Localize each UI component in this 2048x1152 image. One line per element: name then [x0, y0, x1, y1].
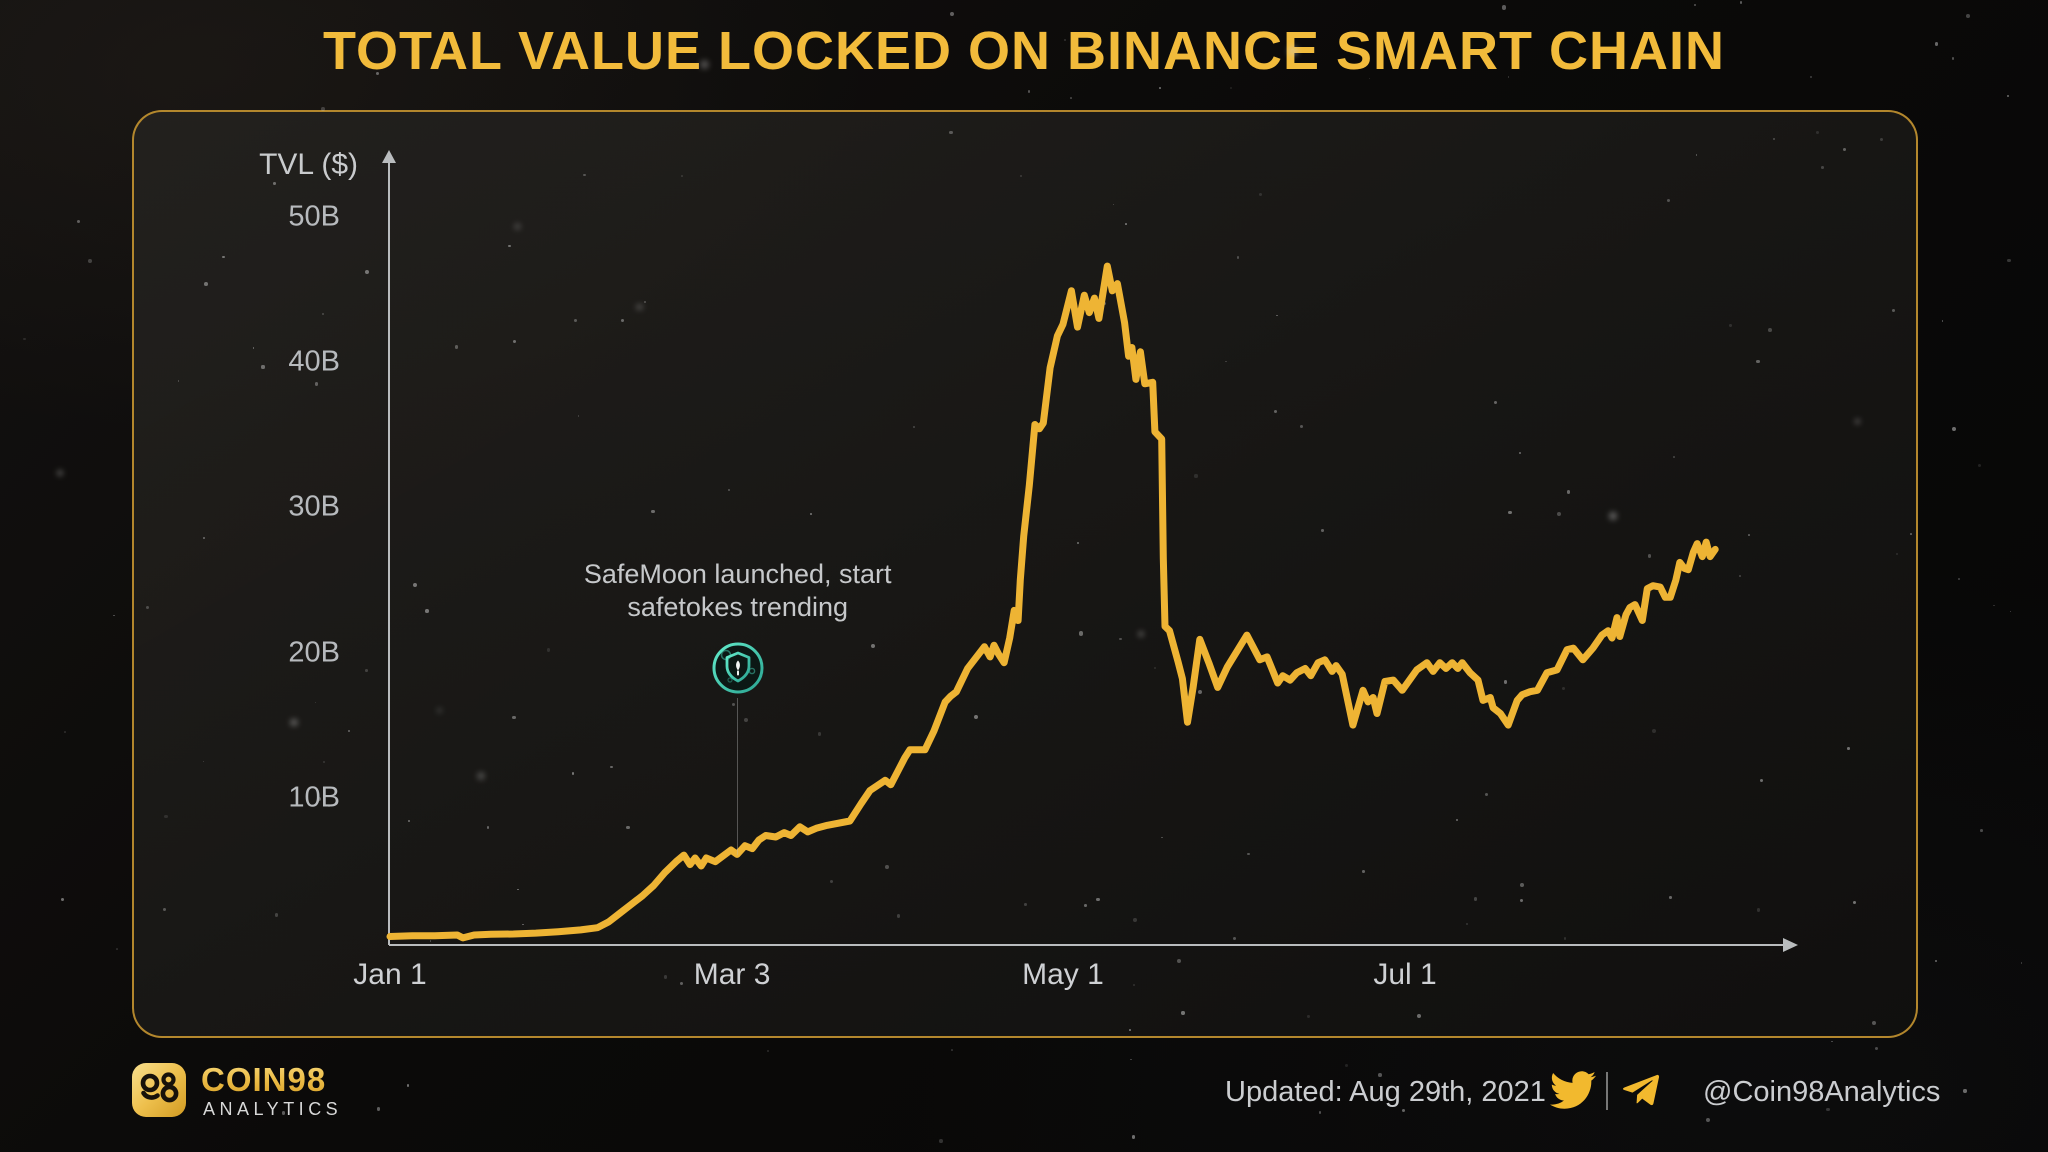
star-speck	[949, 12, 954, 17]
x-axis-arrow-icon	[1783, 938, 1798, 952]
social-divider	[1606, 1072, 1608, 1110]
star-speck	[63, 731, 66, 733]
star-speck	[1980, 829, 1984, 833]
safemoon-annotation: SafeMoon launched, start safetokes trend…	[538, 558, 938, 624]
y-tick-40B: 40B	[288, 345, 340, 378]
star-speck	[1159, 87, 1161, 90]
star-speck	[2007, 258, 2012, 263]
star-speck	[1344, 1064, 1348, 1068]
star-speck	[2020, 962, 2023, 965]
star-speck	[1070, 96, 1073, 99]
star-speck	[1318, 1111, 1321, 1114]
star-speck	[116, 948, 119, 951]
y-axis-line	[388, 162, 390, 945]
x-tick-Jan-1: Jan 1	[353, 958, 427, 991]
updated-timestamp: Updated: Aug 29th, 2021	[1225, 1076, 1546, 1108]
brand-name: COIN98	[201, 1061, 327, 1098]
star-speck	[1993, 604, 1995, 607]
star-speck	[1705, 1118, 1710, 1123]
star-speck	[76, 219, 80, 223]
star-speck	[1941, 320, 1944, 322]
y-tick-20B: 20B	[288, 636, 340, 668]
twitter-icon[interactable]	[1548, 1067, 1598, 1113]
social-handle[interactable]: @Coin98Analytics	[1703, 1076, 1941, 1108]
star-speck	[57, 470, 63, 476]
star-speck	[767, 1049, 770, 1052]
chart-panel	[132, 110, 1918, 1038]
star-speck	[23, 337, 26, 341]
y-tick-10B: 10B	[288, 781, 340, 814]
star-speck	[1130, 1058, 1133, 1061]
star-speck	[1501, 5, 1506, 10]
star-speck	[1965, 14, 1970, 18]
x-tick-Mar-3: Mar 3	[693, 958, 771, 991]
star-speck	[1739, 1, 1743, 5]
y-axis-label: TVL ($)	[259, 148, 358, 181]
star-speck	[1977, 464, 1982, 468]
annotation-connector-line	[737, 698, 739, 856]
star-speck	[2007, 95, 2010, 98]
safemoon-coin-icon	[712, 642, 764, 694]
x-axis-line	[389, 944, 1785, 946]
brand-subtitle: ANALYTICS	[203, 1099, 343, 1119]
star-speck	[406, 1083, 410, 1087]
star-speck	[1957, 578, 1960, 581]
star-speck	[88, 259, 92, 263]
coin98-logo-icon	[132, 1063, 186, 1117]
star-speck	[1952, 427, 1957, 432]
star-speck	[1963, 1089, 1967, 1093]
star-speck	[1874, 1047, 1878, 1051]
star-speck	[2009, 610, 2012, 613]
star-speck	[112, 614, 115, 617]
star-speck	[1693, 3, 1697, 7]
star-speck	[1935, 959, 1937, 962]
x-tick-May-1: May 1	[1022, 958, 1104, 991]
star-speck	[1027, 90, 1031, 93]
star-speck	[951, 1048, 953, 1051]
star-speck	[60, 897, 64, 901]
star-speck	[1401, 1108, 1406, 1113]
star-speck	[1132, 1135, 1136, 1139]
star-speck	[1229, 86, 1232, 89]
annotation-line-1: SafeMoon launched, start	[583, 559, 892, 589]
telegram-icon[interactable]	[1616, 1066, 1666, 1114]
star-speck	[939, 1138, 944, 1143]
page-title: TOTAL VALUE LOCKED ON BINANCE SMART CHAI…	[323, 21, 1725, 81]
y-axis-arrow-icon	[382, 150, 396, 163]
y-tick-50B: 50B	[288, 200, 340, 233]
star-speck	[1831, 1040, 1833, 1043]
annotation-line-2: safetokes trending	[627, 592, 848, 622]
x-tick-Jul-1: Jul 1	[1373, 958, 1437, 991]
y-tick-30B: 30B	[288, 490, 340, 523]
star-speck	[376, 1106, 381, 1111]
